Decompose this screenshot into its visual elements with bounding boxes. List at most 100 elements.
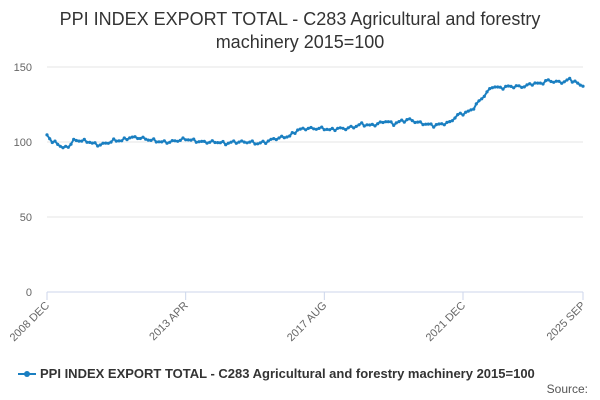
data-point[interactable]	[546, 78, 550, 82]
data-point[interactable]	[208, 140, 212, 144]
data-point[interactable]	[392, 123, 396, 127]
data-point[interactable]	[528, 82, 532, 86]
data-point[interactable]	[506, 84, 510, 88]
data-point[interactable]	[322, 128, 326, 132]
data-point[interactable]	[325, 127, 329, 131]
data-point[interactable]	[80, 139, 84, 143]
data-point[interactable]	[210, 139, 214, 143]
data-point[interactable]	[296, 128, 300, 132]
data-point[interactable]	[242, 140, 246, 144]
data-point[interactable]	[445, 120, 449, 124]
data-point[interactable]	[160, 140, 164, 144]
data-point[interactable]	[405, 118, 409, 122]
data-point[interactable]	[165, 141, 169, 145]
data-point[interactable]	[61, 146, 65, 150]
data-point[interactable]	[437, 122, 441, 126]
data-point[interactable]	[104, 141, 108, 145]
data-point[interactable]	[232, 139, 236, 143]
data-point[interactable]	[85, 140, 89, 144]
data-point[interactable]	[122, 136, 126, 140]
data-point[interactable]	[376, 122, 380, 126]
data-point[interactable]	[378, 120, 382, 124]
data-point[interactable]	[381, 120, 385, 125]
data-point[interactable]	[274, 138, 278, 142]
data-point[interactable]	[450, 119, 454, 123]
data-point[interactable]	[309, 125, 313, 130]
data-point[interactable]	[189, 138, 193, 142]
data-point[interactable]	[360, 121, 364, 125]
data-point[interactable]	[101, 141, 105, 145]
data-point[interactable]	[125, 138, 129, 142]
data-point[interactable]	[480, 97, 484, 101]
data-point[interactable]	[218, 141, 222, 145]
data-point[interactable]	[482, 94, 486, 98]
data-point[interactable]	[48, 137, 52, 141]
data-point[interactable]	[525, 83, 529, 87]
data-point[interactable]	[448, 120, 452, 124]
data-point[interactable]	[400, 118, 404, 122]
data-point[interactable]	[152, 137, 156, 141]
data-point[interactable]	[520, 85, 524, 89]
data-point[interactable]	[410, 119, 414, 123]
data-point[interactable]	[109, 140, 113, 144]
data-point[interactable]	[141, 135, 145, 139]
data-point[interactable]	[474, 102, 478, 106]
data-point[interactable]	[250, 139, 254, 143]
data-point[interactable]	[421, 123, 425, 127]
data-point[interactable]	[568, 76, 572, 80]
data-point[interactable]	[418, 120, 422, 124]
data-point[interactable]	[264, 141, 268, 145]
data-point[interactable]	[498, 85, 502, 89]
data-point[interactable]	[293, 131, 297, 135]
data-point[interactable]	[384, 120, 388, 124]
data-point[interactable]	[434, 123, 438, 127]
data-point[interactable]	[45, 133, 49, 137]
data-point[interactable]	[333, 128, 337, 133]
data-point[interactable]	[130, 135, 134, 139]
data-point[interactable]	[544, 79, 548, 83]
data-point[interactable]	[50, 140, 54, 145]
data-point[interactable]	[344, 128, 348, 132]
data-point[interactable]	[272, 137, 276, 141]
data-point[interactable]	[413, 120, 417, 125]
data-point[interactable]	[176, 139, 180, 143]
data-point[interactable]	[562, 80, 566, 84]
data-point[interactable]	[306, 126, 310, 130]
data-point[interactable]	[429, 122, 433, 126]
data-point[interactable]	[549, 79, 553, 84]
data-point[interactable]	[493, 85, 497, 89]
data-point[interactable]	[128, 136, 132, 140]
data-point[interactable]	[290, 131, 294, 135]
data-point[interactable]	[277, 136, 281, 140]
data-point[interactable]	[229, 140, 233, 144]
data-point[interactable]	[373, 124, 377, 128]
data-point[interactable]	[186, 138, 190, 142]
data-point[interactable]	[581, 84, 585, 88]
data-point[interactable]	[146, 138, 150, 142]
data-point[interactable]	[112, 137, 116, 141]
data-point[interactable]	[565, 78, 569, 82]
data-point[interactable]	[192, 137, 196, 141]
data-point[interactable]	[365, 123, 369, 127]
data-point[interactable]	[240, 139, 244, 143]
data-point[interactable]	[266, 139, 270, 143]
data-point[interactable]	[200, 139, 204, 143]
data-point[interactable]	[69, 142, 73, 146]
data-point[interactable]	[213, 140, 217, 145]
data-point[interactable]	[453, 116, 457, 120]
data-point[interactable]	[346, 126, 350, 130]
data-point[interactable]	[157, 140, 161, 144]
data-point[interactable]	[317, 126, 321, 130]
data-point[interactable]	[74, 138, 78, 143]
data-point[interactable]	[426, 122, 430, 126]
data-point[interactable]	[216, 141, 220, 145]
data-point[interactable]	[512, 86, 516, 90]
data-point[interactable]	[458, 111, 462, 115]
data-point[interactable]	[98, 143, 102, 147]
data-point[interactable]	[58, 144, 62, 148]
data-point[interactable]	[314, 127, 318, 131]
data-point[interactable]	[224, 143, 228, 147]
data-point[interactable]	[162, 139, 166, 143]
data-point[interactable]	[554, 79, 558, 83]
data-point[interactable]	[488, 87, 492, 91]
